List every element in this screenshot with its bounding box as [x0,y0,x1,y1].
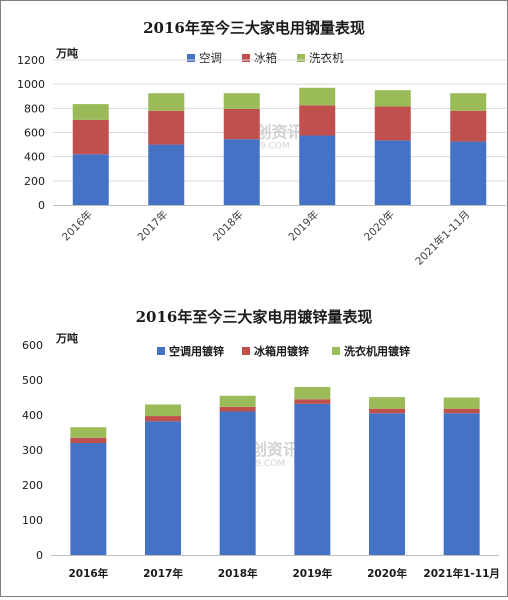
zinc-bar-0-1 [145,421,181,555]
zinc-bar-0-3 [294,403,331,555]
steel-bar-1-2 [223,108,260,140]
steel-bar-1-5 [450,110,487,142]
steel-watermark-sub: SCI99.COM [240,142,290,152]
zinc-bar-0-4 [369,413,405,555]
steel-bar-2-3 [299,87,336,106]
steel-bar-2-1 [148,93,185,111]
steel-bar-0-2 [223,139,260,205]
zinc-y-tick: 200 [22,479,43,492]
zinc-chart-title: 2016年至今三大家电用镀锌量表现 [136,308,373,326]
steel-y-tick: 0 [38,199,45,212]
zinc-bar-2-0 [70,427,107,438]
steel-x-tick-label: 2016年 [59,208,95,244]
steel-legend-label-0: 空调 [199,51,222,65]
steel-chart-title: 2016年至今三大家电用钢量表现 [143,19,365,37]
steel-bar-0-1 [148,144,185,205]
steel-bar-0-0 [72,154,109,205]
steel-bar-2-4 [374,90,411,107]
zinc-legend-label-0: 空调用镀锌 [169,344,224,358]
zinc-bar-1-1 [145,416,181,422]
zinc-y-tick: 600 [22,339,43,352]
zinc-bar-0-2 [219,411,256,555]
steel-y-tick: 200 [24,175,45,188]
zinc-legend-label-1: 冰箱用镀锌 [254,344,309,358]
steel-bar-1-1 [148,110,185,145]
steel-y-tick: 1000 [17,78,45,91]
zinc-y-tick: 100 [22,514,43,527]
steel-bar-0-4 [374,140,411,205]
steel-unit-label: 万吨 [55,46,78,60]
steel-y-tick: 1200 [17,54,45,67]
zinc-bar-2-1 [145,404,181,417]
zinc-legend-swatch-2 [332,347,340,355]
zinc-bar-2-4 [369,397,405,409]
zinc-legend-swatch-1 [242,347,250,355]
steel-bar-1-4 [374,106,411,141]
steel-y-tick: 800 [24,102,45,115]
steel-bar-0-3 [299,135,336,205]
zinc-bar-0-5 [443,413,480,555]
steel-bar-1-0 [72,119,109,155]
steel-bar-2-0 [72,104,109,120]
zinc-bar-1-5 [443,408,480,414]
zinc-bar-2-2 [219,395,256,407]
zinc-bar-1-2 [219,406,256,412]
steel-legend-swatch-0 [187,54,195,62]
zinc-x-tick-label: 2020年 [367,567,407,580]
steel-x-tick-label: 2019年 [286,208,322,244]
zinc-y-tick: 400 [22,409,43,422]
zinc-legend-label-2: 洗衣机用镀锌 [344,344,410,358]
steel-x-tick-label: 2020年 [361,208,397,244]
steel-y-tick: 400 [24,151,45,164]
zinc-bar-1-4 [369,408,405,414]
steel-legend-swatch-2 [297,54,305,62]
zinc-bar-1-3 [294,399,331,404]
zinc-bar-2-5 [443,397,480,409]
zinc-unit-label: 万吨 [55,331,78,345]
zinc-x-tick-label: 2017年 [143,567,183,580]
steel-bar-0-5 [450,141,487,205]
steel-bar-2-5 [450,93,487,111]
zinc-y-tick: 300 [22,444,43,457]
zinc-y-tick: 500 [22,374,43,387]
zinc-x-tick-label: 2021年1-11月 [423,567,500,580]
zinc-x-tick-label: 2019年 [292,567,332,580]
steel-x-tick-label: 2018年 [210,208,246,244]
zinc-bar-1-0 [70,437,107,443]
steel-legend-swatch-1 [242,54,250,62]
steel-bar-2-2 [223,93,260,109]
steel-legend-label-2: 洗衣机 [309,51,344,65]
zinc-bar-2-3 [294,387,331,400]
zinc-bar-0-0 [70,443,107,555]
zinc-watermark-sub: SCI99.COM [235,459,285,469]
zinc-legend-swatch-0 [157,347,165,355]
steel-bar-1-3 [299,105,336,136]
zinc-x-tick-label: 2018年 [218,567,258,580]
zinc-x-tick-label: 2016年 [68,567,108,580]
zinc-y-tick: 0 [36,549,43,562]
steel-y-tick: 600 [24,127,45,140]
steel-x-tick-label: 2021年1-11月 [413,208,473,268]
steel-legend-label-1: 冰箱 [254,51,277,65]
steel-x-tick-label: 2017年 [135,208,171,244]
